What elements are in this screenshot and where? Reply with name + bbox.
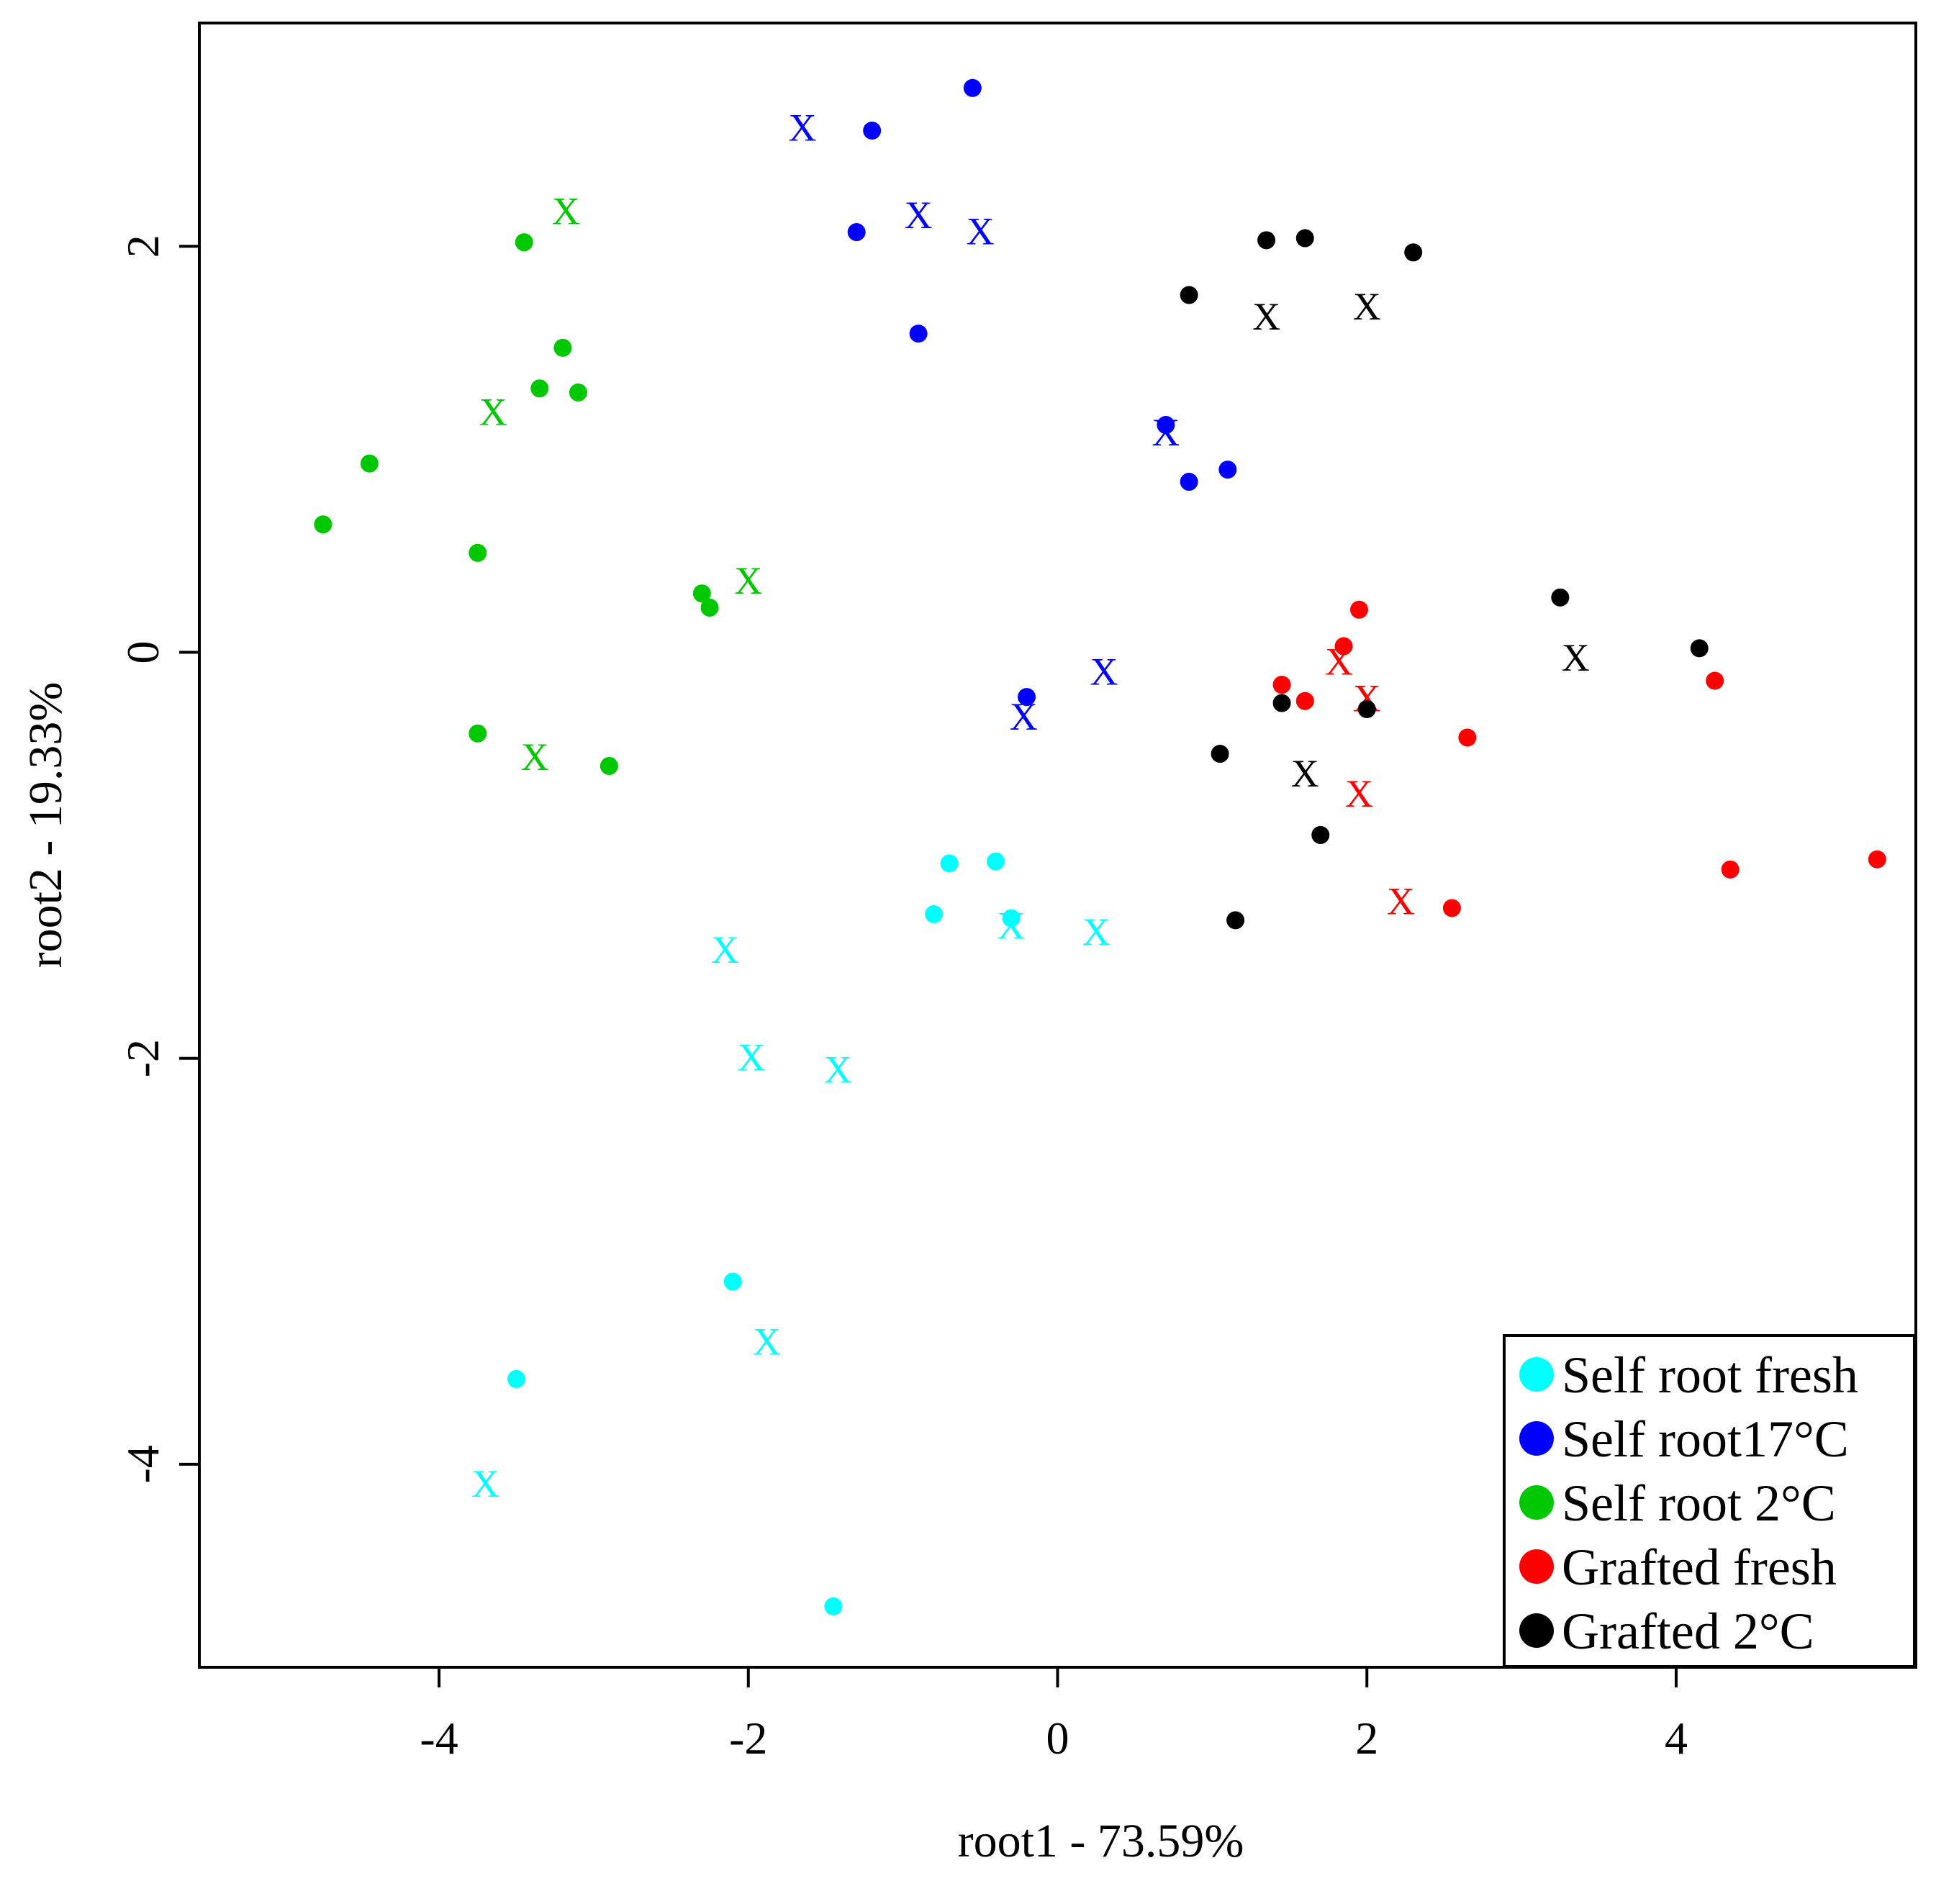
legend-label: Self root 2°C [1562, 1474, 1836, 1532]
data-point-dot [1180, 286, 1198, 304]
x-tick-label: 4 [1665, 1713, 1688, 1764]
data-point-x: X [471, 1462, 499, 1505]
y-tick-label: 0 [117, 641, 168, 664]
legend-label: Grafted fresh [1562, 1538, 1837, 1596]
x-tick-label: 2 [1355, 1713, 1378, 1764]
data-point-dot [530, 379, 549, 398]
data-point-x: X [1082, 910, 1111, 953]
data-point-dot [600, 756, 618, 775]
data-point-x: X [1152, 411, 1180, 454]
data-point-dot [1349, 600, 1368, 619]
data-point-x: X [1252, 295, 1280, 338]
data-point-dot [1404, 243, 1423, 262]
x-tick-label: -4 [420, 1713, 458, 1764]
data-point-dot [1002, 909, 1021, 928]
data-point-x: X [1291, 752, 1319, 795]
data-point-dot [360, 454, 379, 473]
data-point-x: X [824, 1048, 852, 1092]
data-point-dot [847, 223, 866, 242]
legend-marker [1519, 1421, 1554, 1456]
data-point-dot [469, 724, 487, 743]
legend-label: Self root17°C [1562, 1410, 1849, 1468]
data-point-dot [692, 584, 711, 603]
legend-label: Self root fresh [1562, 1346, 1858, 1404]
y-tick-label: -4 [117, 1445, 168, 1483]
axes: -4 -2 0 2 4 -4 -2 0 2 root1 - 73.59% root2 - 19.33… [19, 235, 1688, 1867]
data-point-x: X [788, 106, 816, 150]
data-point-dot [1272, 676, 1291, 694]
data-point-x: X [1562, 636, 1590, 679]
data-point-dot [863, 122, 882, 140]
legend-marker [1519, 1549, 1554, 1584]
data-point-x: X [521, 735, 549, 779]
data-point-dot [1868, 850, 1886, 869]
data-point-dot [1458, 728, 1477, 747]
data-point-dot [507, 1369, 525, 1388]
data-point-dot [1311, 825, 1330, 844]
data-point-dot [1295, 229, 1314, 248]
data-point-dot [1721, 860, 1740, 879]
plot-frame [198, 22, 1917, 1669]
data-point-dot [515, 233, 533, 252]
data-point-dot [1226, 911, 1245, 930]
data-point-dot [1180, 473, 1198, 491]
data-point-x: X [711, 928, 739, 971]
legend-box [1503, 1334, 1916, 1668]
legend: Self root fresh Self root17°C Self root 2°… [1503, 1334, 1916, 1668]
data-point-x: X [479, 391, 507, 434]
y-tick-label: 2 [117, 235, 168, 258]
data-point-x: X [753, 1320, 781, 1364]
x-tick-label: -2 [729, 1713, 767, 1764]
x-axis-label: root1 - 73.59% [958, 1815, 1244, 1867]
data-point-dot [1218, 461, 1237, 479]
data-point-dot [940, 854, 959, 873]
data-point-dot [925, 905, 944, 923]
data-point-x: X [1387, 879, 1415, 922]
data-point-dot [569, 383, 587, 402]
y-tick-label: -2 [117, 1039, 168, 1077]
x-tick-label: 0 [1046, 1713, 1069, 1764]
data-point-x: X [738, 1036, 766, 1079]
data-point-dot [1706, 671, 1724, 690]
data-point-dot [1257, 231, 1276, 250]
data-point-x: X [1325, 640, 1353, 684]
data-point-dot [1357, 699, 1376, 718]
data-point-dot [1211, 745, 1229, 763]
legend-marker [1519, 1485, 1554, 1520]
data-point-dot [553, 338, 572, 357]
data-point-dot [1272, 694, 1291, 712]
data-point-x: X [998, 904, 1026, 947]
data-point-dot [963, 78, 982, 97]
data-point-dot [1551, 588, 1570, 607]
legend-marker [1519, 1613, 1554, 1648]
data-point-dot [987, 852, 1005, 871]
data-point-x: X [734, 559, 762, 602]
data-point-dot [1018, 688, 1036, 707]
data-point-x: X [1353, 285, 1381, 328]
data-point-dot [909, 325, 928, 343]
data-point-dot [1295, 692, 1314, 710]
data-point-dot [700, 598, 719, 617]
data-point-dot [1442, 899, 1461, 917]
data-point-dot [314, 515, 333, 534]
data-point-dot [723, 1272, 742, 1291]
data-point-x: X [1090, 650, 1118, 694]
data-point-x: X [1345, 772, 1373, 815]
data-point-x: X [905, 194, 933, 237]
data-point-dot [469, 543, 487, 562]
data-point-dot [1157, 416, 1175, 435]
data-point-x: X [1010, 695, 1038, 738]
data-point-dot [1334, 637, 1353, 656]
data-point-x: X [967, 210, 995, 253]
data-point-dot [824, 1597, 843, 1615]
data-point-dot [1690, 639, 1709, 658]
y-axis-label: root2 - 19.33% [19, 682, 72, 969]
legend-label: Grafted 2°C [1562, 1602, 1814, 1660]
data-point-x: X [552, 189, 580, 232]
legend-marker [1519, 1357, 1554, 1392]
